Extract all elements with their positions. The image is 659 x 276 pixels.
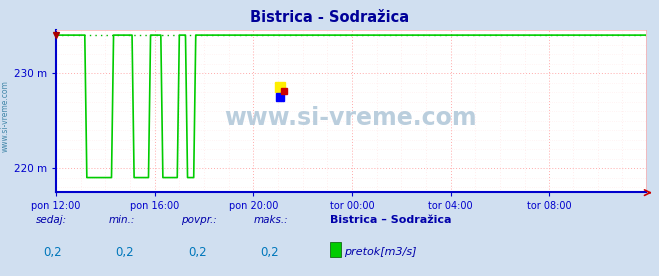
Text: sedaj:: sedaj: bbox=[36, 215, 67, 225]
Text: povpr.:: povpr.: bbox=[181, 215, 217, 225]
Text: maks.:: maks.: bbox=[254, 215, 289, 225]
Text: 0,2: 0,2 bbox=[43, 246, 61, 259]
Text: 0,2: 0,2 bbox=[260, 246, 279, 259]
Text: min.:: min.: bbox=[109, 215, 135, 225]
Text: Bistrica - Sodražica: Bistrica - Sodražica bbox=[250, 10, 409, 25]
Text: www.si-vreme.com: www.si-vreme.com bbox=[1, 80, 10, 152]
Text: 0,2: 0,2 bbox=[115, 246, 134, 259]
Text: Bistrica – Sodražica: Bistrica – Sodražica bbox=[330, 215, 451, 225]
Text: www.si-vreme.com: www.si-vreme.com bbox=[225, 105, 477, 129]
Text: 0,2: 0,2 bbox=[188, 246, 206, 259]
Text: pretok[m3/s]: pretok[m3/s] bbox=[344, 247, 416, 257]
